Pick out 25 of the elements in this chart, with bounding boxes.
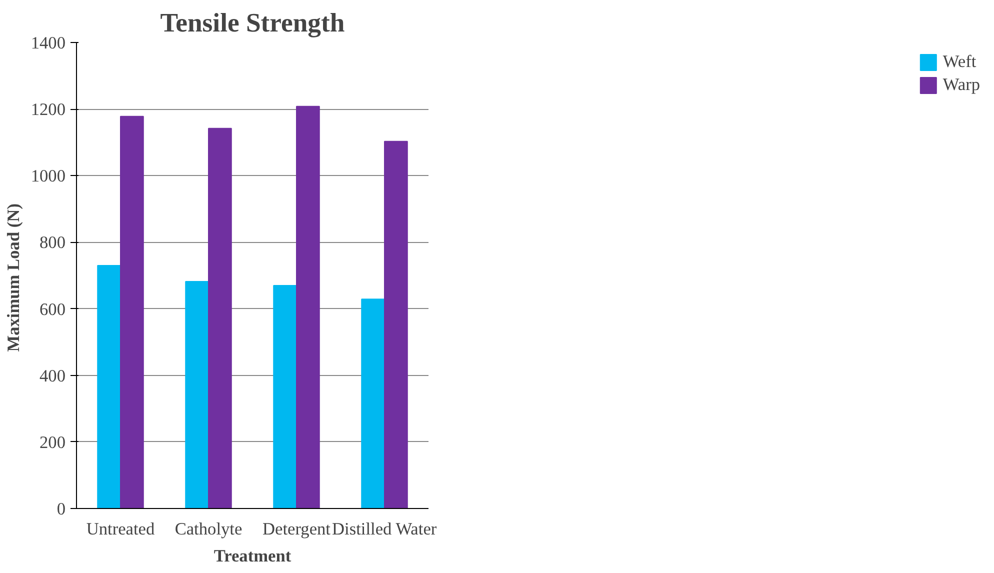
chart-title: Tensile Strength (160, 8, 345, 38)
bar (384, 140, 408, 508)
bar (361, 298, 385, 508)
y-tick-label: 400 (40, 366, 66, 386)
bar (273, 284, 297, 508)
x-tick-label: Untreated (86, 520, 155, 538)
y-tick-label: 1400 (30, 34, 66, 52)
y-tick-label: 800 (40, 233, 66, 252)
y-tick-label: 600 (40, 300, 66, 319)
bar (296, 106, 320, 508)
y-tick-label: 0 (56, 500, 66, 518)
legend-label: Warp (942, 75, 980, 95)
legend-label: Weft (942, 52, 976, 72)
y-tick-label: 1000 (30, 166, 66, 186)
y-tick-label: 1200 (30, 100, 66, 120)
bar (185, 280, 209, 508)
y-tick-label: 200 (40, 432, 66, 452)
x-tick-label: Catholyte (174, 520, 242, 538)
bar (97, 265, 121, 508)
x-tick-label: Detergent (262, 520, 331, 538)
bar (120, 116, 144, 508)
y-axis-title: Maximum Load (N) (4, 203, 23, 352)
x-tick-label: Distilled Water (332, 520, 437, 538)
x-axis-title: Treatment (214, 546, 292, 566)
bar (208, 128, 232, 508)
